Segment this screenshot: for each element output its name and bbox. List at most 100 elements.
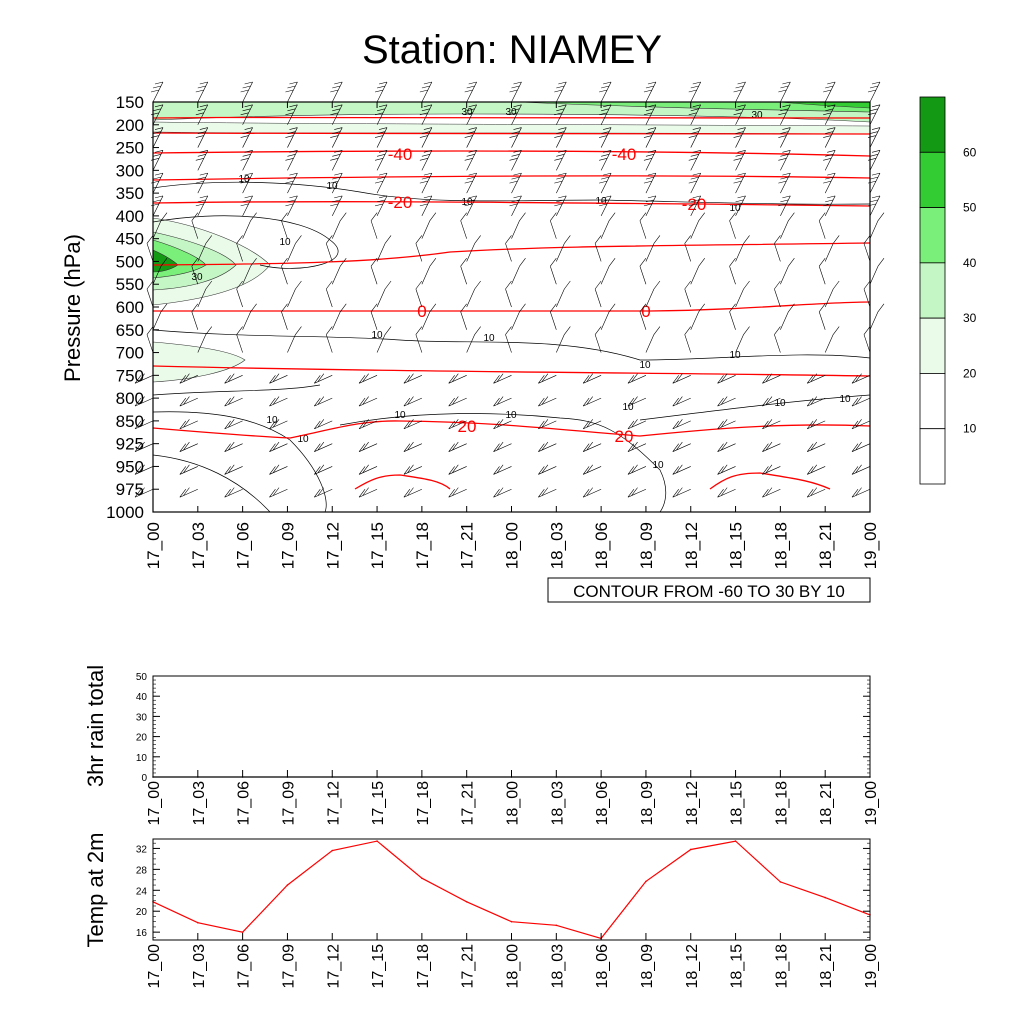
wind-barb (269, 396, 288, 407)
wind-barb (851, 441, 871, 452)
wind-barb (672, 441, 691, 452)
time-height-panel: 10 10 10 10 10 10 30 10 10 10 10 10 10 10 10 10 10 10 10 30… (60, 81, 977, 603)
temp2m-point (421, 877, 423, 880)
wind-barb (374, 127, 388, 148)
wind-barb (330, 150, 343, 171)
wind-barb (688, 104, 702, 125)
wind-barb (627, 464, 647, 475)
wind-barb (240, 150, 253, 171)
wind-barb (599, 81, 612, 103)
wind-barb (330, 195, 343, 217)
wind-barb (867, 195, 881, 217)
time-tick-label: 17_00 (144, 522, 163, 569)
wind-barb (672, 487, 691, 498)
wind-barb (240, 81, 253, 103)
wind-barb (645, 235, 661, 262)
wind-barb (150, 195, 164, 217)
temperature-contour-line (152, 242, 871, 266)
wind-barb (325, 326, 333, 353)
wind-barb (511, 303, 526, 330)
time-tick-label: 18_06 (592, 522, 611, 569)
wind-barb (778, 195, 791, 217)
rh-contour-label: 30 (191, 272, 203, 283)
wind-barb (851, 419, 871, 430)
wind-barb (550, 212, 557, 239)
wind-barb (599, 127, 612, 148)
rh-shade-region (519, 101, 871, 113)
rain-panel: 0 10 20 30 40 50 17_00 17_03 17_06 17_09 17_12 17_1… (83, 665, 880, 826)
x-tick-label: 18_06 (594, 944, 611, 989)
x-tick-label: 17_06 (236, 781, 253, 826)
pressure-tick-label: 1000 (106, 503, 144, 522)
rain-axes: 0 10 20 30 40 50 17_00 17_03 17_06 17_09 17_12 17_1… (136, 672, 880, 826)
rh-contour-label: 10 (505, 410, 517, 421)
wind-barb (627, 373, 647, 384)
wind-barb (733, 81, 746, 103)
wind-barb (150, 81, 164, 103)
wind-barb (421, 258, 437, 285)
pressure-tick-label: 850 (116, 412, 144, 431)
temperature-contour-line (709, 472, 831, 490)
wind-barb (281, 258, 288, 285)
wind-barb (370, 212, 378, 239)
temp2m-point (779, 881, 782, 883)
wind-barb (554, 104, 567, 125)
x-tick-label: 17_21 (460, 944, 477, 989)
wind-barb (582, 396, 602, 407)
wind-barb (358, 373, 378, 384)
wind-barb (688, 172, 702, 194)
temperature-contour-label: 20 (458, 417, 477, 436)
y-tick-label: 40 (136, 692, 148, 703)
y-tick-label: 20 (136, 907, 148, 918)
wind-barb (643, 81, 657, 103)
wind-barb (314, 441, 333, 452)
colorbar-box (919, 207, 946, 264)
wind-barb (374, 81, 388, 103)
wind-barb (285, 81, 298, 103)
wind-barb (464, 172, 477, 194)
pressure-tick-label: 600 (116, 298, 144, 317)
wind-barb (376, 326, 392, 353)
rh-shade-region (152, 121, 871, 135)
wind-barb (550, 258, 557, 285)
wind-barb (672, 396, 691, 407)
x-tick-label: 17_15 (370, 944, 387, 989)
x-tick-label: 17_21 (460, 781, 477, 826)
rh-contour-line (152, 411, 327, 513)
wind-barb (867, 127, 881, 148)
wind-barb (179, 487, 198, 498)
temperature-contour-label: -40 (388, 145, 413, 164)
wind-barb (729, 258, 736, 285)
temp2m-point (286, 884, 289, 886)
wind-barb (582, 464, 602, 475)
x-tick-label: 19_00 (863, 944, 880, 989)
time-tick-label: 17_03 (189, 522, 208, 569)
wind-barb (224, 396, 243, 407)
wind-barb (851, 396, 871, 407)
wind-barb (448, 396, 467, 407)
temperature-contour-line (152, 420, 871, 439)
wind-barb (824, 235, 840, 262)
time-tick-label: 18_21 (816, 522, 835, 569)
wind-barb (717, 419, 736, 430)
rh-shade-region (152, 341, 246, 383)
wind-barb (599, 195, 612, 217)
wind-barb (134, 373, 154, 384)
wind-barb (146, 280, 154, 308)
wind-barb (191, 303, 199, 330)
wind-barb (780, 258, 795, 285)
x-tick-label: 17_18 (415, 781, 432, 826)
wind-barb (780, 303, 795, 330)
wind-barb (818, 258, 826, 285)
wind-barb (735, 280, 750, 308)
rh-contour-label: 10 (729, 203, 741, 214)
wind-barb (806, 487, 826, 498)
wind-barb (774, 326, 781, 353)
pressure-tick-label: 500 (116, 252, 144, 271)
rh-contour-label: 10 (839, 394, 851, 405)
x-tick-label: 17_12 (325, 944, 342, 989)
wind-barb (774, 280, 781, 308)
time-tick-label: 18_09 (637, 522, 656, 569)
wind-barb (582, 419, 602, 430)
